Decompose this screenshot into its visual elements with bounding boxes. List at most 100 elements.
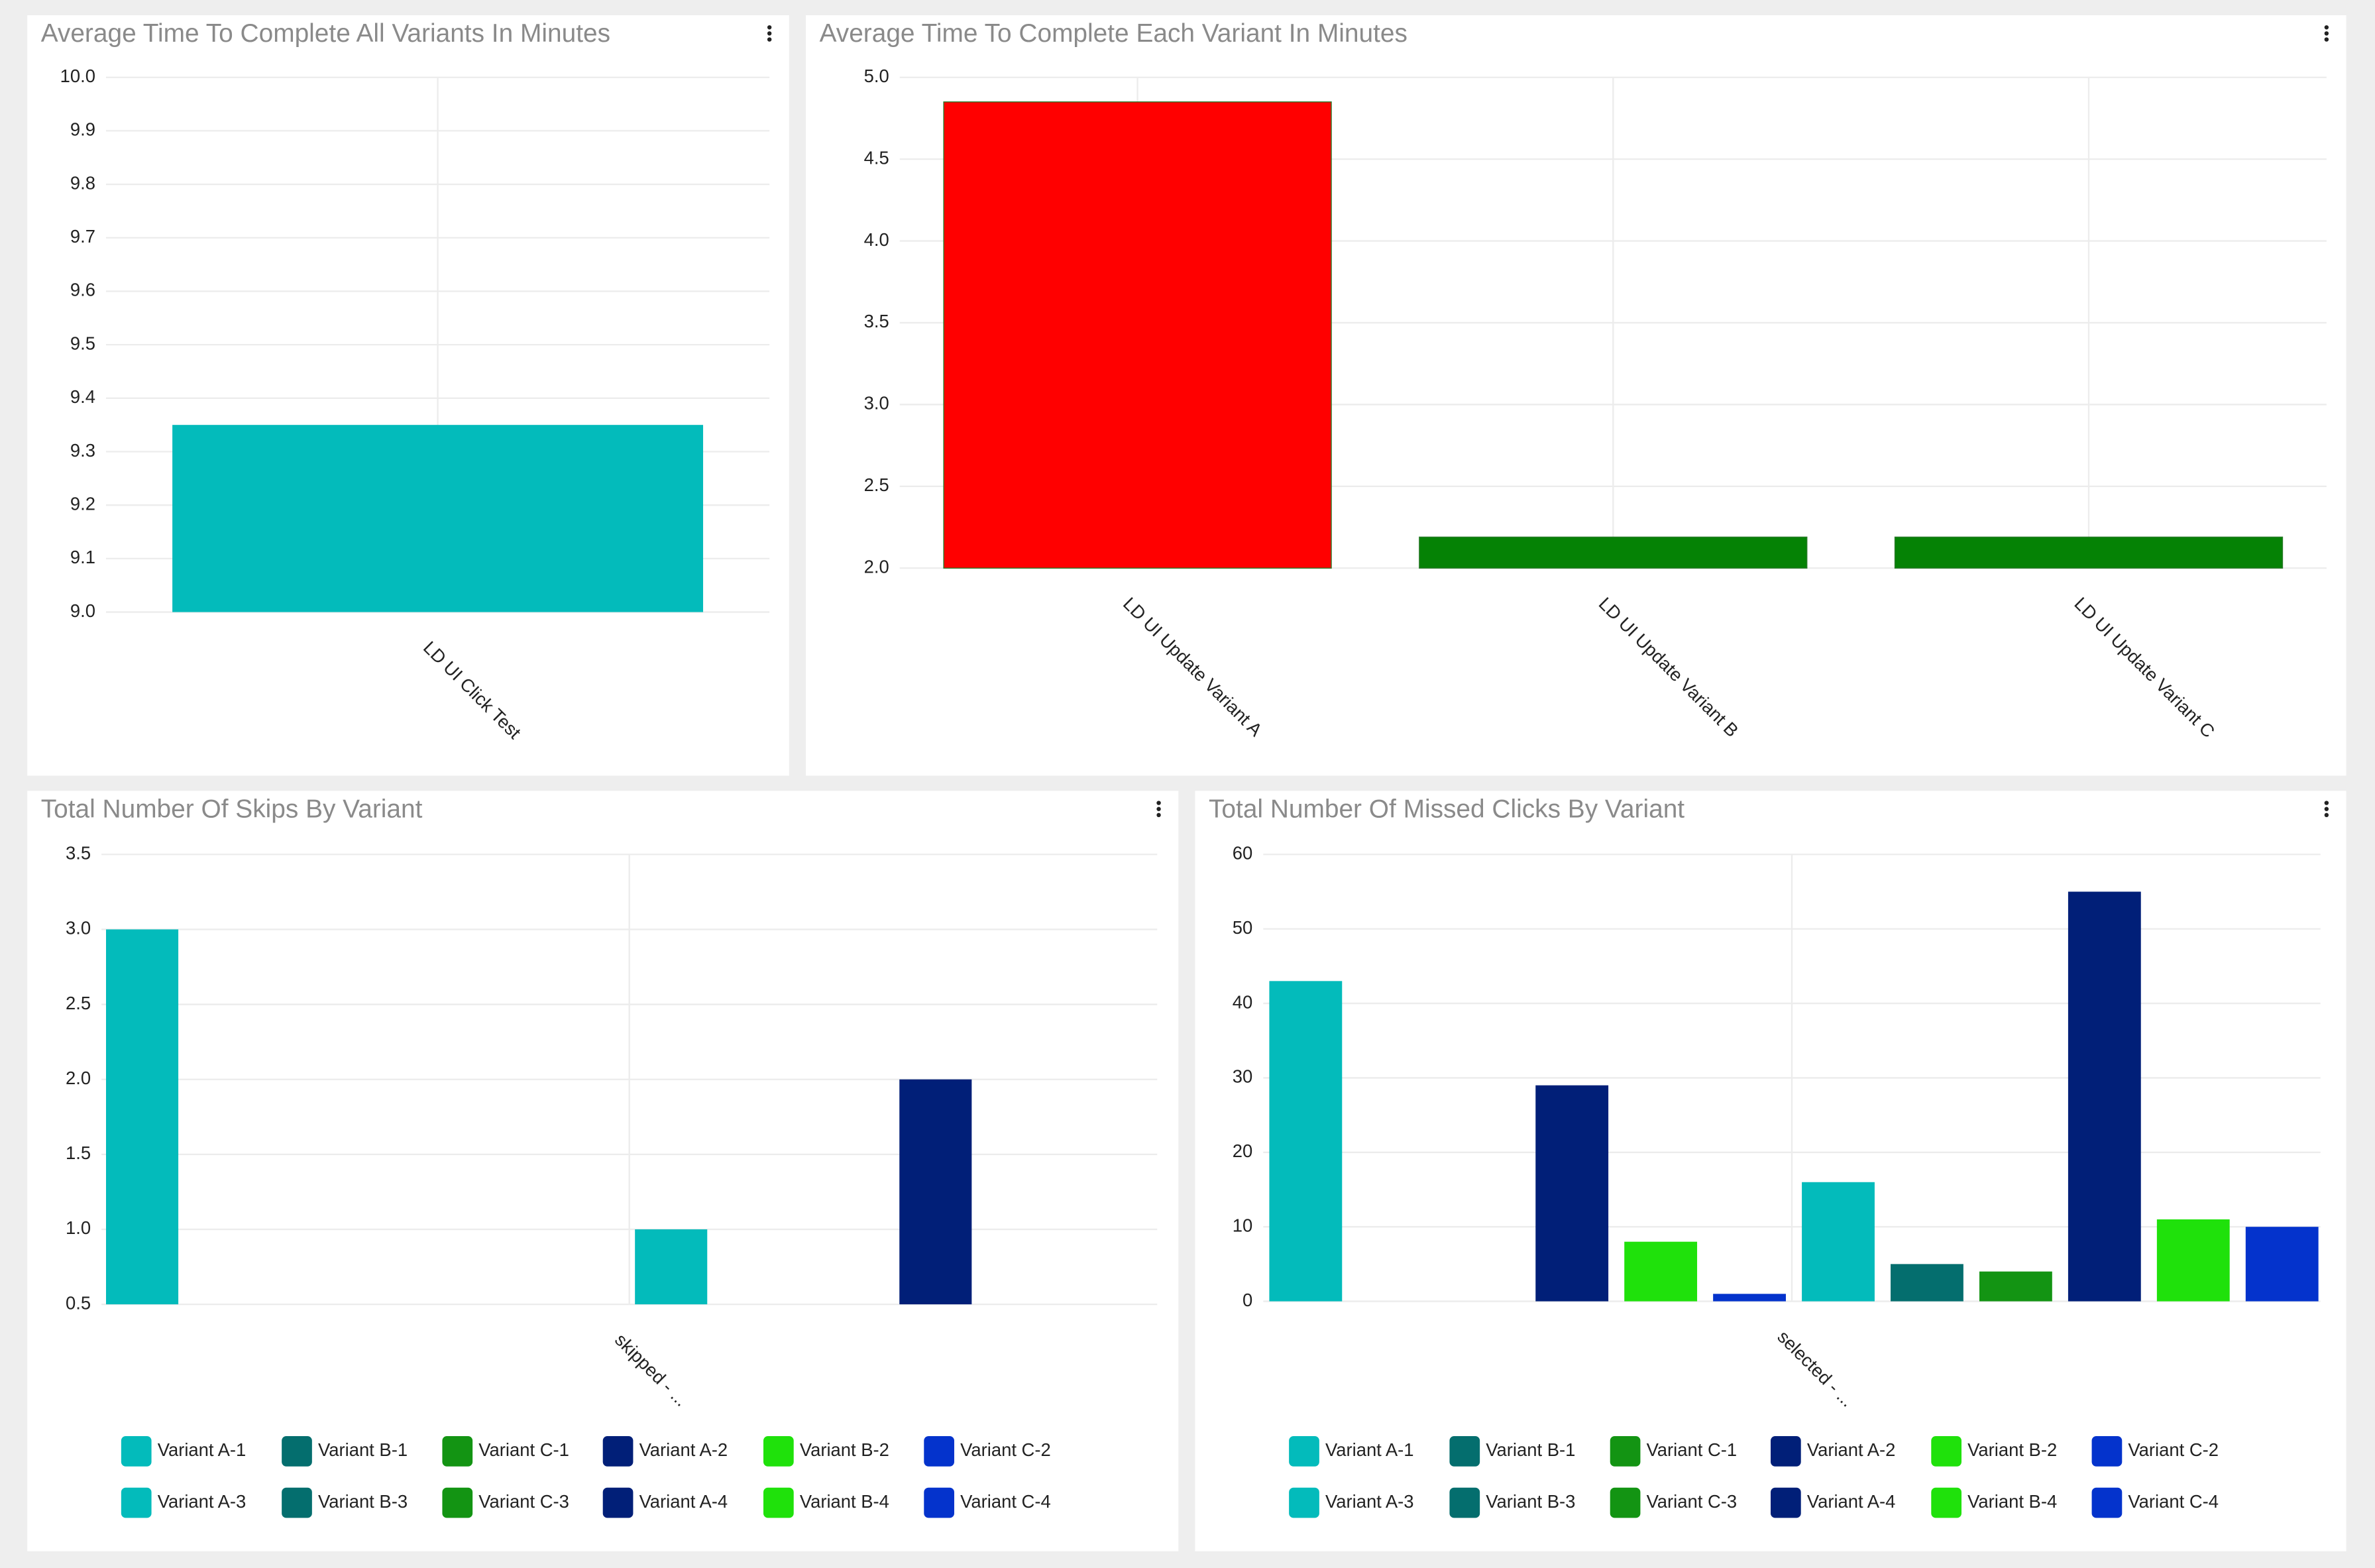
legend-item[interactable]: Variant C-1	[442, 1436, 569, 1467]
legend-label: Variant C-4	[960, 1491, 1051, 1512]
legend-swatch	[1610, 1487, 1641, 1518]
y-tick-label: 1.0	[66, 1217, 91, 1238]
y-tick-label: 20	[1233, 1141, 1252, 1161]
legend-swatch	[1289, 1436, 1319, 1467]
y-tick-label: 9.7	[70, 226, 95, 247]
legend-swatch	[1771, 1487, 1801, 1518]
legend-item[interactable]: Variant C-3	[1610, 1487, 1737, 1518]
legend-swatch	[282, 1436, 312, 1467]
bar	[1802, 1182, 1875, 1302]
legend-label: Variant B-3	[1486, 1491, 1575, 1512]
bar	[899, 1079, 972, 1305]
legend-item[interactable]: Variant A-3	[121, 1487, 247, 1518]
legend-label: Variant B-3	[318, 1491, 408, 1512]
legend-swatch	[282, 1487, 312, 1518]
y-tick-label: 9.1	[70, 547, 95, 567]
legend-item[interactable]: Variant B-4	[763, 1487, 889, 1518]
y-tick-label: 10	[1233, 1215, 1252, 1235]
y-tick-label: 3.0	[66, 918, 91, 938]
menu-button[interactable]	[2324, 25, 2329, 42]
legend-item[interactable]: Variant C-4	[924, 1487, 1051, 1518]
chart-panel: Average Time To Complete Each Variant In…	[806, 15, 2347, 776]
y-tick-label: 9.9	[70, 119, 95, 140]
legend-label: Variant C-4	[2128, 1491, 2219, 1512]
bar	[1713, 1294, 1786, 1302]
chart-panel: Average Time To Complete All Variants In…	[27, 15, 789, 776]
menu-dot	[767, 25, 772, 30]
y-tick-label: 2.0	[66, 1068, 91, 1088]
legend-label: Variant B-2	[1967, 1439, 2057, 1460]
menu-button[interactable]	[2324, 801, 2329, 818]
legend-item[interactable]: Variant C-2	[924, 1436, 1051, 1467]
legend-item[interactable]: Variant B-1	[1449, 1436, 1575, 1467]
legend-swatch	[2091, 1436, 2123, 1467]
panel-background	[1195, 791, 2347, 1551]
legend-label: Variant C-1	[478, 1439, 569, 1460]
legend-swatch	[1771, 1436, 1801, 1467]
legend-item[interactable]: Variant B-3	[1449, 1487, 1575, 1518]
menu-button[interactable]	[1156, 801, 1161, 818]
legend-item[interactable]: Variant A-1	[121, 1436, 246, 1467]
legend-swatch	[121, 1436, 152, 1467]
menu-dot	[2324, 801, 2329, 805]
legend-label: Variant B-4	[1967, 1491, 2057, 1512]
menu-dot	[767, 31, 772, 36]
panel-background	[27, 15, 789, 776]
legend-item[interactable]: Variant A-2	[602, 1436, 728, 1467]
legend-item[interactable]: Variant B-4	[1931, 1487, 2057, 1518]
legend-swatch	[763, 1487, 794, 1518]
legend-item[interactable]: Variant B-2	[763, 1436, 889, 1467]
chart-title: Total Number Of Missed Clicks By Variant	[1209, 795, 1685, 823]
y-tick-label: 50	[1233, 917, 1252, 938]
bar	[2156, 1219, 2230, 1302]
bar	[1419, 536, 1808, 569]
menu-dot	[2324, 807, 2329, 811]
legend-swatch	[442, 1487, 473, 1518]
y-tick-label: 9.6	[70, 280, 95, 300]
menu-dot	[2324, 25, 2329, 30]
bar	[1624, 1241, 1698, 1302]
legend-label: Variant A-3	[158, 1491, 247, 1512]
legend-label: Variant A-3	[1325, 1491, 1414, 1512]
legend-item[interactable]: Variant A-1	[1289, 1436, 1414, 1467]
chart-title: Average Time To Complete All Variants In…	[41, 19, 610, 48]
legend-swatch	[121, 1487, 152, 1518]
legend-label: Variant C-1	[1647, 1439, 1738, 1460]
bar	[106, 929, 179, 1305]
legend-label: Variant A-2	[1807, 1439, 1896, 1460]
y-tick-label: 9.0	[70, 600, 95, 621]
legend-label: Variant B-2	[800, 1439, 889, 1460]
menu-dot	[1156, 807, 1161, 811]
menu-button[interactable]	[767, 25, 772, 42]
legend-item[interactable]: Variant A-4	[602, 1487, 728, 1518]
legend-item[interactable]: Variant A-3	[1289, 1487, 1414, 1518]
legend-item[interactable]: Variant A-4	[1771, 1487, 1895, 1518]
bar	[172, 425, 704, 612]
menu-dot	[2324, 31, 2329, 36]
legend-swatch	[2091, 1487, 2123, 1518]
legend-item[interactable]: Variant B-1	[282, 1436, 408, 1467]
legend-item[interactable]: Variant C-3	[442, 1487, 569, 1518]
menu-dot	[1156, 801, 1161, 805]
legend-item[interactable]: Variant C-1	[1610, 1436, 1737, 1467]
legend-label: Variant B-4	[800, 1491, 889, 1512]
bar	[1891, 1264, 1963, 1302]
bar	[1269, 981, 1343, 1302]
legend-label: Variant A-1	[158, 1439, 247, 1460]
legend-swatch	[924, 1487, 954, 1518]
legend-swatch	[763, 1436, 794, 1467]
legend-item[interactable]: Variant A-2	[1771, 1436, 1895, 1467]
legend-swatch	[1449, 1487, 1480, 1518]
bar	[1979, 1271, 2052, 1302]
legend-item[interactable]: Variant B-3	[282, 1487, 408, 1518]
bar	[2068, 891, 2141, 1302]
y-tick-label: 3.5	[864, 311, 889, 331]
legend-item[interactable]: Variant B-2	[1931, 1436, 2057, 1467]
bar	[1894, 536, 2284, 569]
legend-item[interactable]: Variant C-2	[2091, 1436, 2219, 1467]
y-tick-label: 2.5	[864, 475, 889, 495]
chart-panel: Total Number Of Missed Clicks By Variant…	[1195, 791, 2347, 1551]
legend-item[interactable]: Variant C-4	[2091, 1487, 2219, 1518]
